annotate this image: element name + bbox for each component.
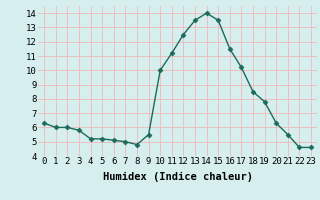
X-axis label: Humidex (Indice chaleur): Humidex (Indice chaleur) [103,172,252,182]
